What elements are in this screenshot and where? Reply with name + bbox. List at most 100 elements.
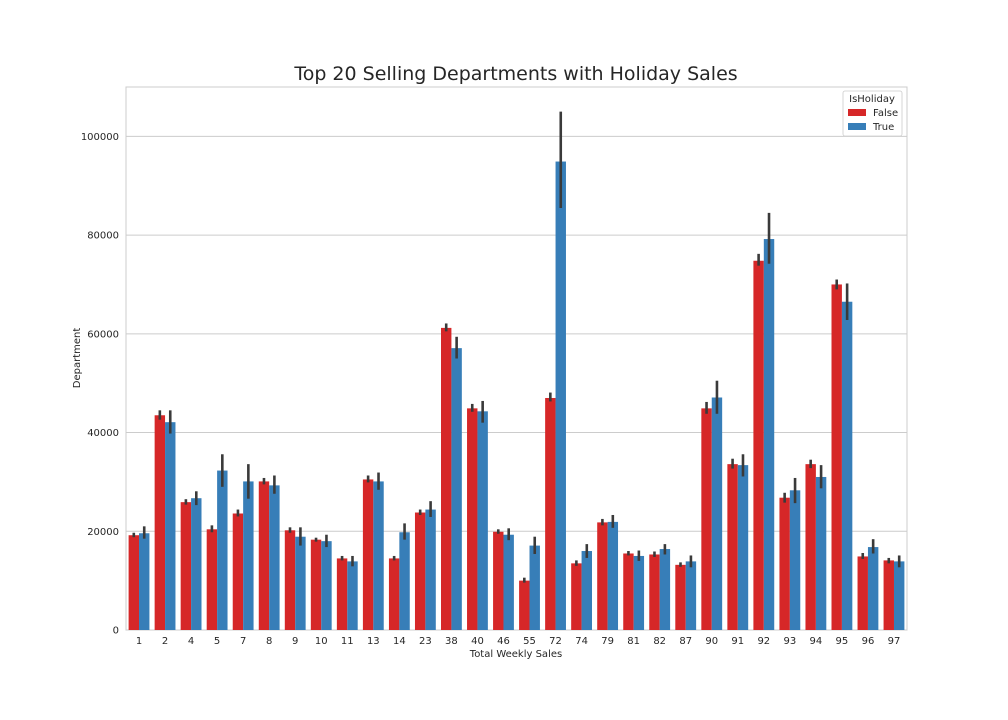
x-tick-label: 5 <box>214 636 220 647</box>
bar-true-dept-81 <box>633 555 645 630</box>
legend-swatch-false <box>848 109 866 116</box>
chart-title: Top 20 Selling Departments with Holiday … <box>293 63 737 85</box>
x-tick-label: 14 <box>393 636 406 647</box>
bar-false-dept-94 <box>805 464 816 630</box>
bar-true-dept-7 <box>243 481 254 630</box>
bar-true-dept-90 <box>711 397 723 630</box>
legend-title: IsHoliday <box>849 94 895 105</box>
x-tick-labels: 1 2 4 5 7 8 9 10 11 13 14 23 38 40 46 55 72 74 79 81 82 87 90 9… <box>136 636 901 647</box>
bar-true-dept-82 <box>659 549 671 630</box>
x-tick-label: 55 <box>523 636 536 647</box>
y-axis-label: Department <box>72 328 83 389</box>
bar-true-dept-95 <box>841 301 853 630</box>
y-tick-label: 20000 <box>87 527 119 538</box>
legend-swatch-true <box>848 123 866 130</box>
y-tick-label: 0 <box>113 626 119 637</box>
bar-false-dept-10 <box>310 539 322 630</box>
x-tick-label: 11 <box>341 636 354 647</box>
bar-true-dept-14 <box>399 532 410 630</box>
x-tick-label: 97 <box>888 636 901 647</box>
y-tick-label: 80000 <box>87 231 119 242</box>
bars <box>128 161 905 631</box>
bar-false-dept-95 <box>831 284 842 630</box>
x-tick-label: 10 <box>315 636 328 647</box>
bar-true-dept-9 <box>295 536 306 630</box>
bar-true-dept-8 <box>269 485 280 630</box>
bar-false-dept-91 <box>727 464 738 630</box>
bar-true-dept-74 <box>581 551 592 630</box>
bar-false-dept-87 <box>675 564 686 630</box>
bar-true-dept-97 <box>893 561 905 630</box>
bar-false-dept-40 <box>467 408 478 630</box>
x-tick-label: 13 <box>367 636 380 647</box>
error-bars <box>132 111 901 583</box>
bar-false-dept-72 <box>545 397 556 630</box>
x-tick-label: 7 <box>240 636 246 647</box>
bar-false-dept-38 <box>441 327 452 630</box>
x-tick-label: 96 <box>862 636 875 647</box>
bar-true-dept-96 <box>867 547 879 630</box>
x-tick-label: 74 <box>575 636 588 647</box>
bar-false-dept-79 <box>597 522 608 630</box>
bar-true-dept-23 <box>425 509 436 630</box>
bar-false-dept-8 <box>258 481 270 630</box>
x-tick-label: 23 <box>419 636 432 647</box>
x-tick-label: 95 <box>836 636 849 647</box>
x-tick-label: 2 <box>162 636 168 647</box>
bar-false-dept-92 <box>753 260 764 630</box>
bar-false-dept-14 <box>388 558 400 630</box>
x-tick-label: 92 <box>757 636 770 647</box>
x-tick-label: 46 <box>497 636 510 647</box>
bar-false-dept-9 <box>284 530 296 630</box>
x-tick-label: 9 <box>292 636 298 647</box>
bar-true-dept-1 <box>139 533 150 630</box>
bar-true-dept-79 <box>607 521 619 630</box>
bar-true-dept-13 <box>373 481 384 630</box>
x-tick-label: 81 <box>627 636 640 647</box>
bar-true-dept-72 <box>555 161 566 630</box>
bar-true-dept-11 <box>347 561 358 630</box>
bar-true-dept-40 <box>477 411 488 630</box>
x-tick-label: 90 <box>705 636 718 647</box>
y-tick-labels: 0 20000 40000 60000 80000 100000 <box>81 132 119 637</box>
bar-false-dept-96 <box>857 556 868 630</box>
bar-true-dept-46 <box>503 534 514 630</box>
bar-false-dept-1 <box>128 535 140 630</box>
bar-true-dept-93 <box>789 490 801 630</box>
x-tick-label: 8 <box>266 636 272 647</box>
x-tick-label: 82 <box>653 636 666 647</box>
bar-false-dept-2 <box>154 415 166 630</box>
y-tick-label: 40000 <box>87 428 119 439</box>
bar-true-dept-94 <box>815 476 827 630</box>
bar-false-dept-13 <box>362 479 374 630</box>
bar-true-dept-87 <box>685 561 697 630</box>
y-tick-label: 100000 <box>81 132 119 143</box>
bar-false-dept-7 <box>232 513 244 630</box>
x-axis-label: Total Weekly Sales <box>469 649 562 660</box>
bar-true-dept-4 <box>191 498 202 630</box>
x-tick-label: 38 <box>445 636 458 647</box>
y-tick-label: 60000 <box>87 329 119 340</box>
x-tick-label: 93 <box>783 636 796 647</box>
legend: IsHoliday False True <box>842 90 903 137</box>
x-tick-label: 1 <box>136 636 142 647</box>
bar-false-dept-23 <box>414 512 426 630</box>
x-tick-label: 91 <box>731 636 744 647</box>
bar-false-dept-97 <box>883 560 894 630</box>
bar-true-dept-92 <box>763 239 775 631</box>
bar-true-dept-10 <box>321 541 332 630</box>
x-tick-label: 4 <box>188 636 194 647</box>
legend-label-false: False <box>873 108 898 119</box>
x-tick-label: 87 <box>679 636 692 647</box>
bar-false-dept-93 <box>779 497 790 630</box>
bar-false-dept-81 <box>623 553 634 630</box>
bar-true-dept-38 <box>451 348 462 630</box>
bar-true-dept-2 <box>165 422 176 630</box>
bar-false-dept-90 <box>701 408 712 630</box>
legend-label-true: True <box>872 122 894 133</box>
bar-false-dept-46 <box>493 531 504 630</box>
x-tick-label: 79 <box>601 636 614 647</box>
bar-true-dept-55 <box>529 545 540 630</box>
bar-false-dept-74 <box>571 563 582 630</box>
